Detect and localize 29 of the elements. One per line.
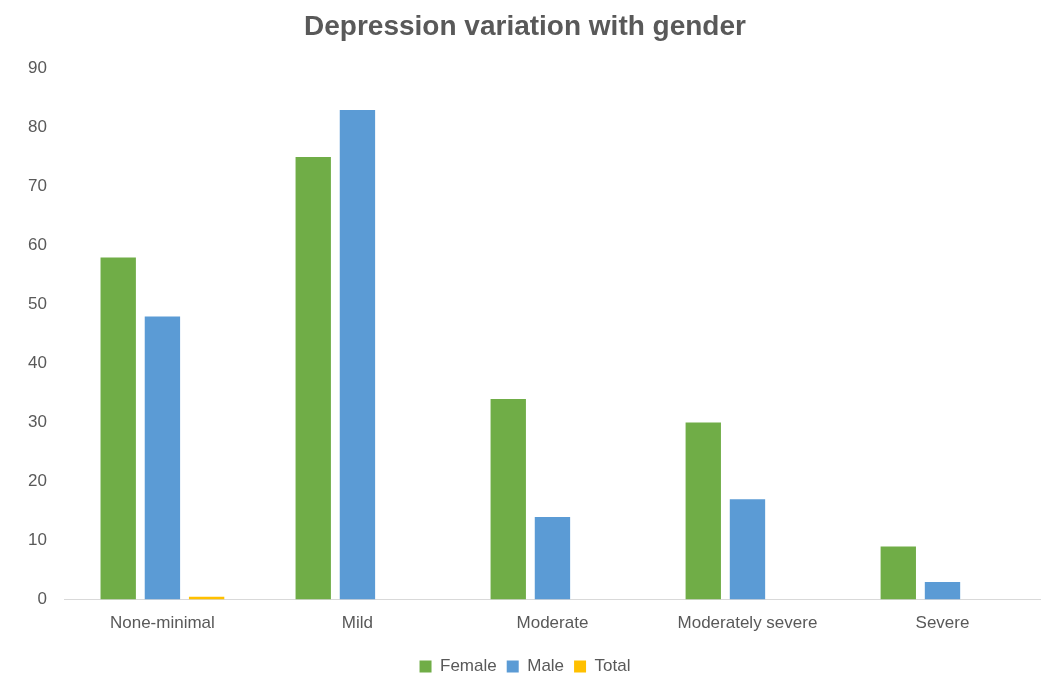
bar bbox=[534, 517, 571, 600]
x-tick-label: Moderately severe bbox=[677, 613, 818, 633]
y-tick-label: 70 bbox=[27, 176, 47, 196]
x-tick-label: Mild bbox=[341, 613, 374, 633]
y-tick-label: 0 bbox=[37, 589, 47, 609]
bar bbox=[729, 499, 766, 600]
chart-title: Depression variation with gender bbox=[304, 9, 747, 41]
legend-label: Female bbox=[440, 656, 497, 676]
y-tick-label: 30 bbox=[27, 412, 47, 432]
y-tick-label: 50 bbox=[27, 294, 47, 314]
bar bbox=[339, 109, 376, 600]
bar bbox=[144, 316, 181, 600]
y-tick-label: 60 bbox=[27, 235, 47, 255]
y-tick-label: 10 bbox=[27, 530, 47, 550]
y-tick-label: 20 bbox=[27, 471, 47, 491]
y-tick-label: 90 bbox=[27, 58, 47, 78]
x-tick-label: None-minimal bbox=[109, 613, 215, 633]
x-tick-label: Severe bbox=[915, 613, 970, 633]
bar bbox=[924, 581, 961, 600]
legend-label: Total bbox=[594, 656, 631, 676]
bar bbox=[880, 546, 916, 600]
bar bbox=[685, 422, 721, 600]
x-tick-label: Moderate bbox=[516, 613, 589, 633]
legend-label: Male bbox=[527, 656, 565, 676]
bar bbox=[295, 157, 331, 600]
y-tick-label: 80 bbox=[27, 117, 47, 137]
bar bbox=[100, 257, 136, 600]
bar bbox=[490, 399, 526, 600]
y-tick-label: 40 bbox=[27, 353, 47, 373]
